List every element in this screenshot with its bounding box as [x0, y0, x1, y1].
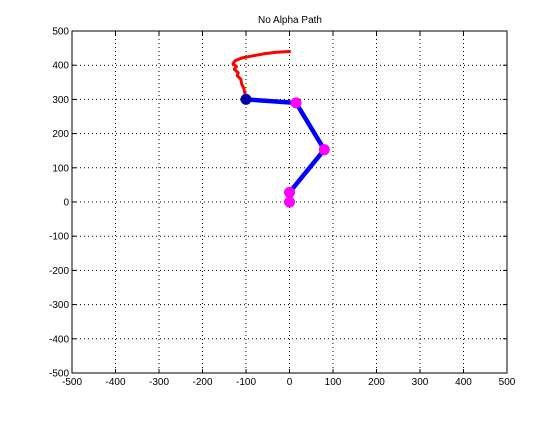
y-tick-label: 500	[52, 27, 69, 38]
joint-marker	[318, 144, 330, 156]
x-tick-label: -300	[149, 377, 169, 388]
y-tick-label: -400	[49, 334, 69, 345]
axis-ticks: -500 -400 -300 -200 -100 0 100 200 300 400 500 -500…	[49, 27, 516, 389]
x-tick-label: 100	[325, 377, 342, 388]
joint-marker	[284, 186, 295, 198]
joint-marker	[290, 97, 302, 109]
x-tick-label: 300	[412, 377, 429, 388]
y-tick-label: 200	[52, 129, 69, 140]
x-tick-label: 200	[368, 377, 385, 388]
chart-title: No Alpha Path	[258, 15, 322, 26]
x-tick-label: 500	[499, 377, 516, 388]
y-tick-label: -200	[49, 266, 69, 277]
x-tick-label: 0	[287, 377, 293, 388]
blue-arm-line	[243, 97, 327, 205]
y-tick-label: -500	[49, 369, 69, 380]
y-tick-label: 300	[52, 95, 69, 106]
grid-lines	[72, 31, 507, 373]
red-path-line	[231, 50, 291, 100]
y-tick-label: 0	[63, 198, 69, 209]
x-tick-label: -500	[62, 377, 82, 388]
x-tick-label: -400	[105, 377, 125, 388]
y-tick-label: -100	[49, 232, 69, 243]
joint-marker	[284, 196, 295, 208]
y-tick-label: 400	[52, 61, 69, 72]
y-tick-label: 100	[52, 163, 69, 174]
plot-series	[231, 50, 330, 208]
y-tick-label: -300	[49, 300, 69, 311]
x-tick-label: -200	[192, 377, 212, 388]
end-effector-marker	[240, 93, 252, 105]
x-tick-label: -100	[236, 377, 256, 388]
x-tick-label: 400	[455, 377, 472, 388]
